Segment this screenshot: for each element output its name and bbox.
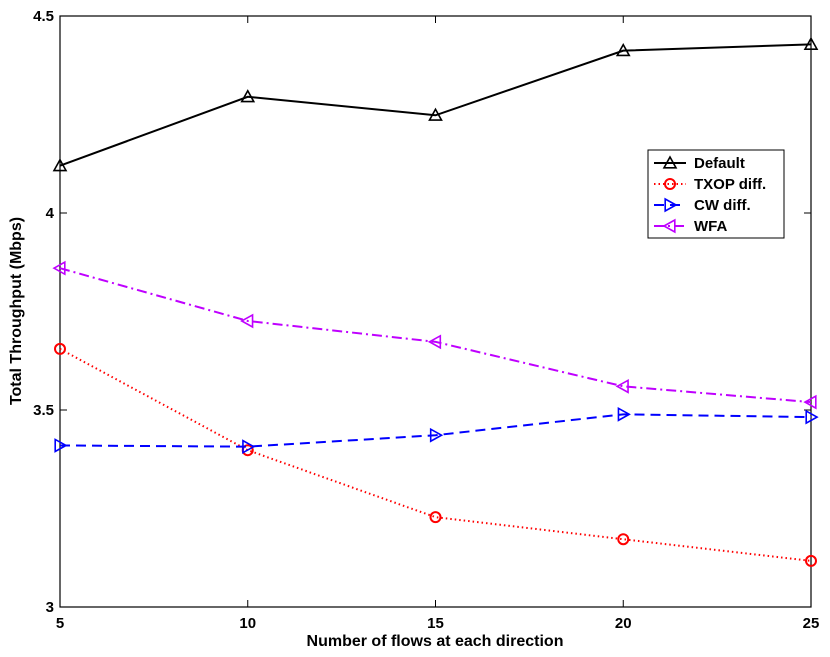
legend-label-cw-diff: CW diff. — [694, 197, 751, 214]
legend-label-wfa: WFA — [694, 218, 727, 235]
data-point-default — [428, 107, 443, 121]
plot-frame — [59, 15, 812, 608]
data-point-txop-diff — [54, 342, 66, 355]
data-point-txop-diff — [617, 533, 630, 546]
legend-box — [647, 149, 785, 239]
x-tick-label: 10 — [239, 615, 256, 632]
y-axis-title: Total Throughput (Mbps) — [8, 217, 25, 405]
series-wfa — [52, 260, 817, 410]
legend: Default TXOP diff. CW diff. WFA — [647, 149, 785, 239]
data-point-wfa — [427, 334, 442, 350]
series-line-wfa — [59, 267, 812, 404]
data-point-default — [615, 43, 631, 57]
x-tick-label: 5 — [56, 615, 64, 632]
x-axis-title: Number of flows at each direction — [307, 633, 564, 650]
data-point-cw-diff — [805, 409, 819, 425]
data-point-wfa — [240, 313, 254, 329]
series-line-txop-diff — [59, 348, 812, 562]
series-line-cw-diff — [59, 413, 812, 448]
data-point-default — [803, 36, 819, 50]
legend-marker-wfa — [662, 218, 676, 234]
legend-marker-txop-diff — [664, 178, 676, 190]
legend-marker-cw-diff — [664, 197, 678, 213]
data-point-txop-diff — [429, 511, 442, 524]
data-point-cw-diff — [54, 438, 68, 453]
data-point-wfa — [52, 260, 66, 276]
data-point-cw-diff — [617, 406, 631, 422]
x-tick-label: 15 — [427, 615, 444, 632]
legend-marker-default — [662, 155, 678, 169]
data-point-default — [240, 89, 256, 103]
data-point-cw-diff — [429, 427, 444, 443]
series-cw-diff — [54, 406, 819, 455]
data-point-cw-diff — [242, 439, 256, 455]
data-point-wfa — [803, 394, 817, 410]
y-tick-label: 4.5 — [33, 8, 54, 25]
legend-label-default: Default — [694, 155, 745, 172]
data-point-default — [52, 158, 68, 172]
y-tick-label: 3 — [46, 599, 54, 616]
x-tick-label: 25 — [803, 615, 820, 632]
legend-label-txop-diff: TXOP diff. — [694, 176, 766, 193]
y-tick-label: 4 — [46, 205, 55, 222]
series-line-default — [59, 43, 812, 167]
series-default — [52, 36, 819, 172]
series-txop-diff — [54, 342, 817, 567]
x-tick-label: 20 — [615, 615, 632, 632]
data-point-wfa — [615, 379, 629, 394]
data-point-txop-diff — [805, 554, 817, 567]
y-tick-label: 3.5 — [33, 402, 54, 419]
